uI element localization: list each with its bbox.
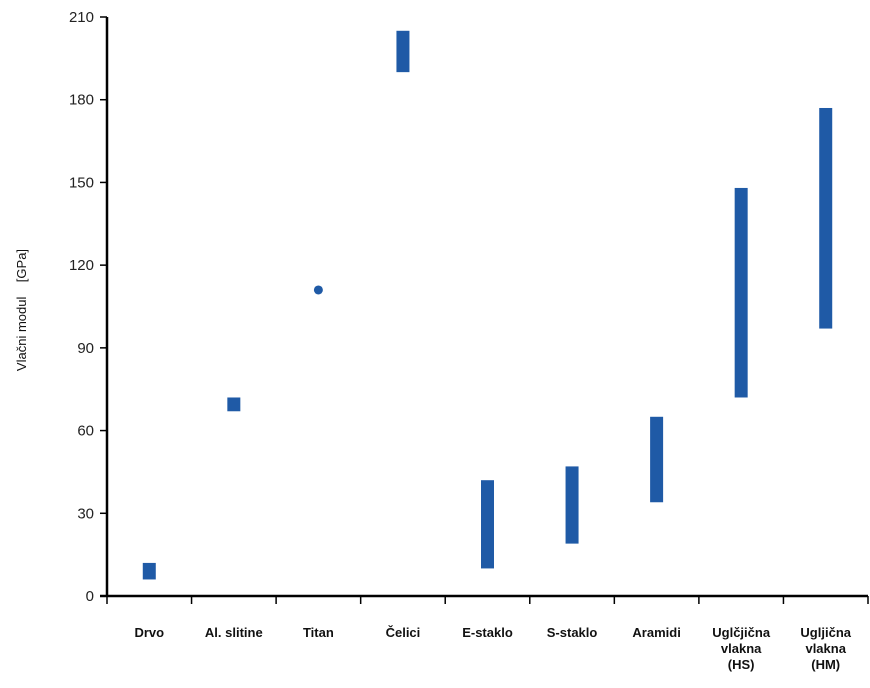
y-tick-label: 30 — [77, 505, 94, 522]
x-tick-label: E-staklo — [462, 625, 513, 640]
range-bar — [819, 107, 833, 329]
y-tick-label: 120 — [69, 257, 94, 274]
x-tick-label: Aramidi — [632, 625, 680, 640]
x-axis: Drvo Al. slitine Titan Čelici E-staklo S-stak… — [100, 594, 869, 672]
range-bar — [650, 416, 664, 503]
x-tick-label: Ugljična vlakna (HM) — [800, 625, 851, 672]
range-bar — [481, 480, 494, 569]
x-tick-label: Al. slitine — [205, 625, 263, 640]
y-tick-label: 210 — [69, 9, 94, 26]
y-axis: 0 30 60 90 120 150 180 210 — [69, 9, 109, 605]
x-tick-label: Uglčjična vlakna (HS) — [712, 625, 771, 672]
range-bar — [142, 562, 156, 580]
x-tick-label: Titan — [303, 625, 334, 640]
range-bar — [565, 466, 579, 544]
range-bar — [734, 187, 748, 398]
x-tick-label: S-staklo — [547, 625, 598, 640]
range-bar — [396, 30, 410, 73]
y-tick-label: 60 — [77, 423, 94, 440]
x-tick-label: Drvo — [134, 625, 164, 640]
y-tick-label: 150 — [69, 174, 94, 191]
range-point — [313, 285, 323, 295]
x-tick-label: Čelici — [386, 625, 421, 640]
y-axis-title: Vlačni modul [GPa] — [14, 249, 29, 371]
range-bar — [227, 397, 241, 412]
y-tick-label: 90 — [77, 340, 94, 357]
y-tick-label: 180 — [69, 92, 94, 109]
range-marks — [142, 30, 833, 580]
y-tick-label: 0 — [86, 588, 94, 605]
